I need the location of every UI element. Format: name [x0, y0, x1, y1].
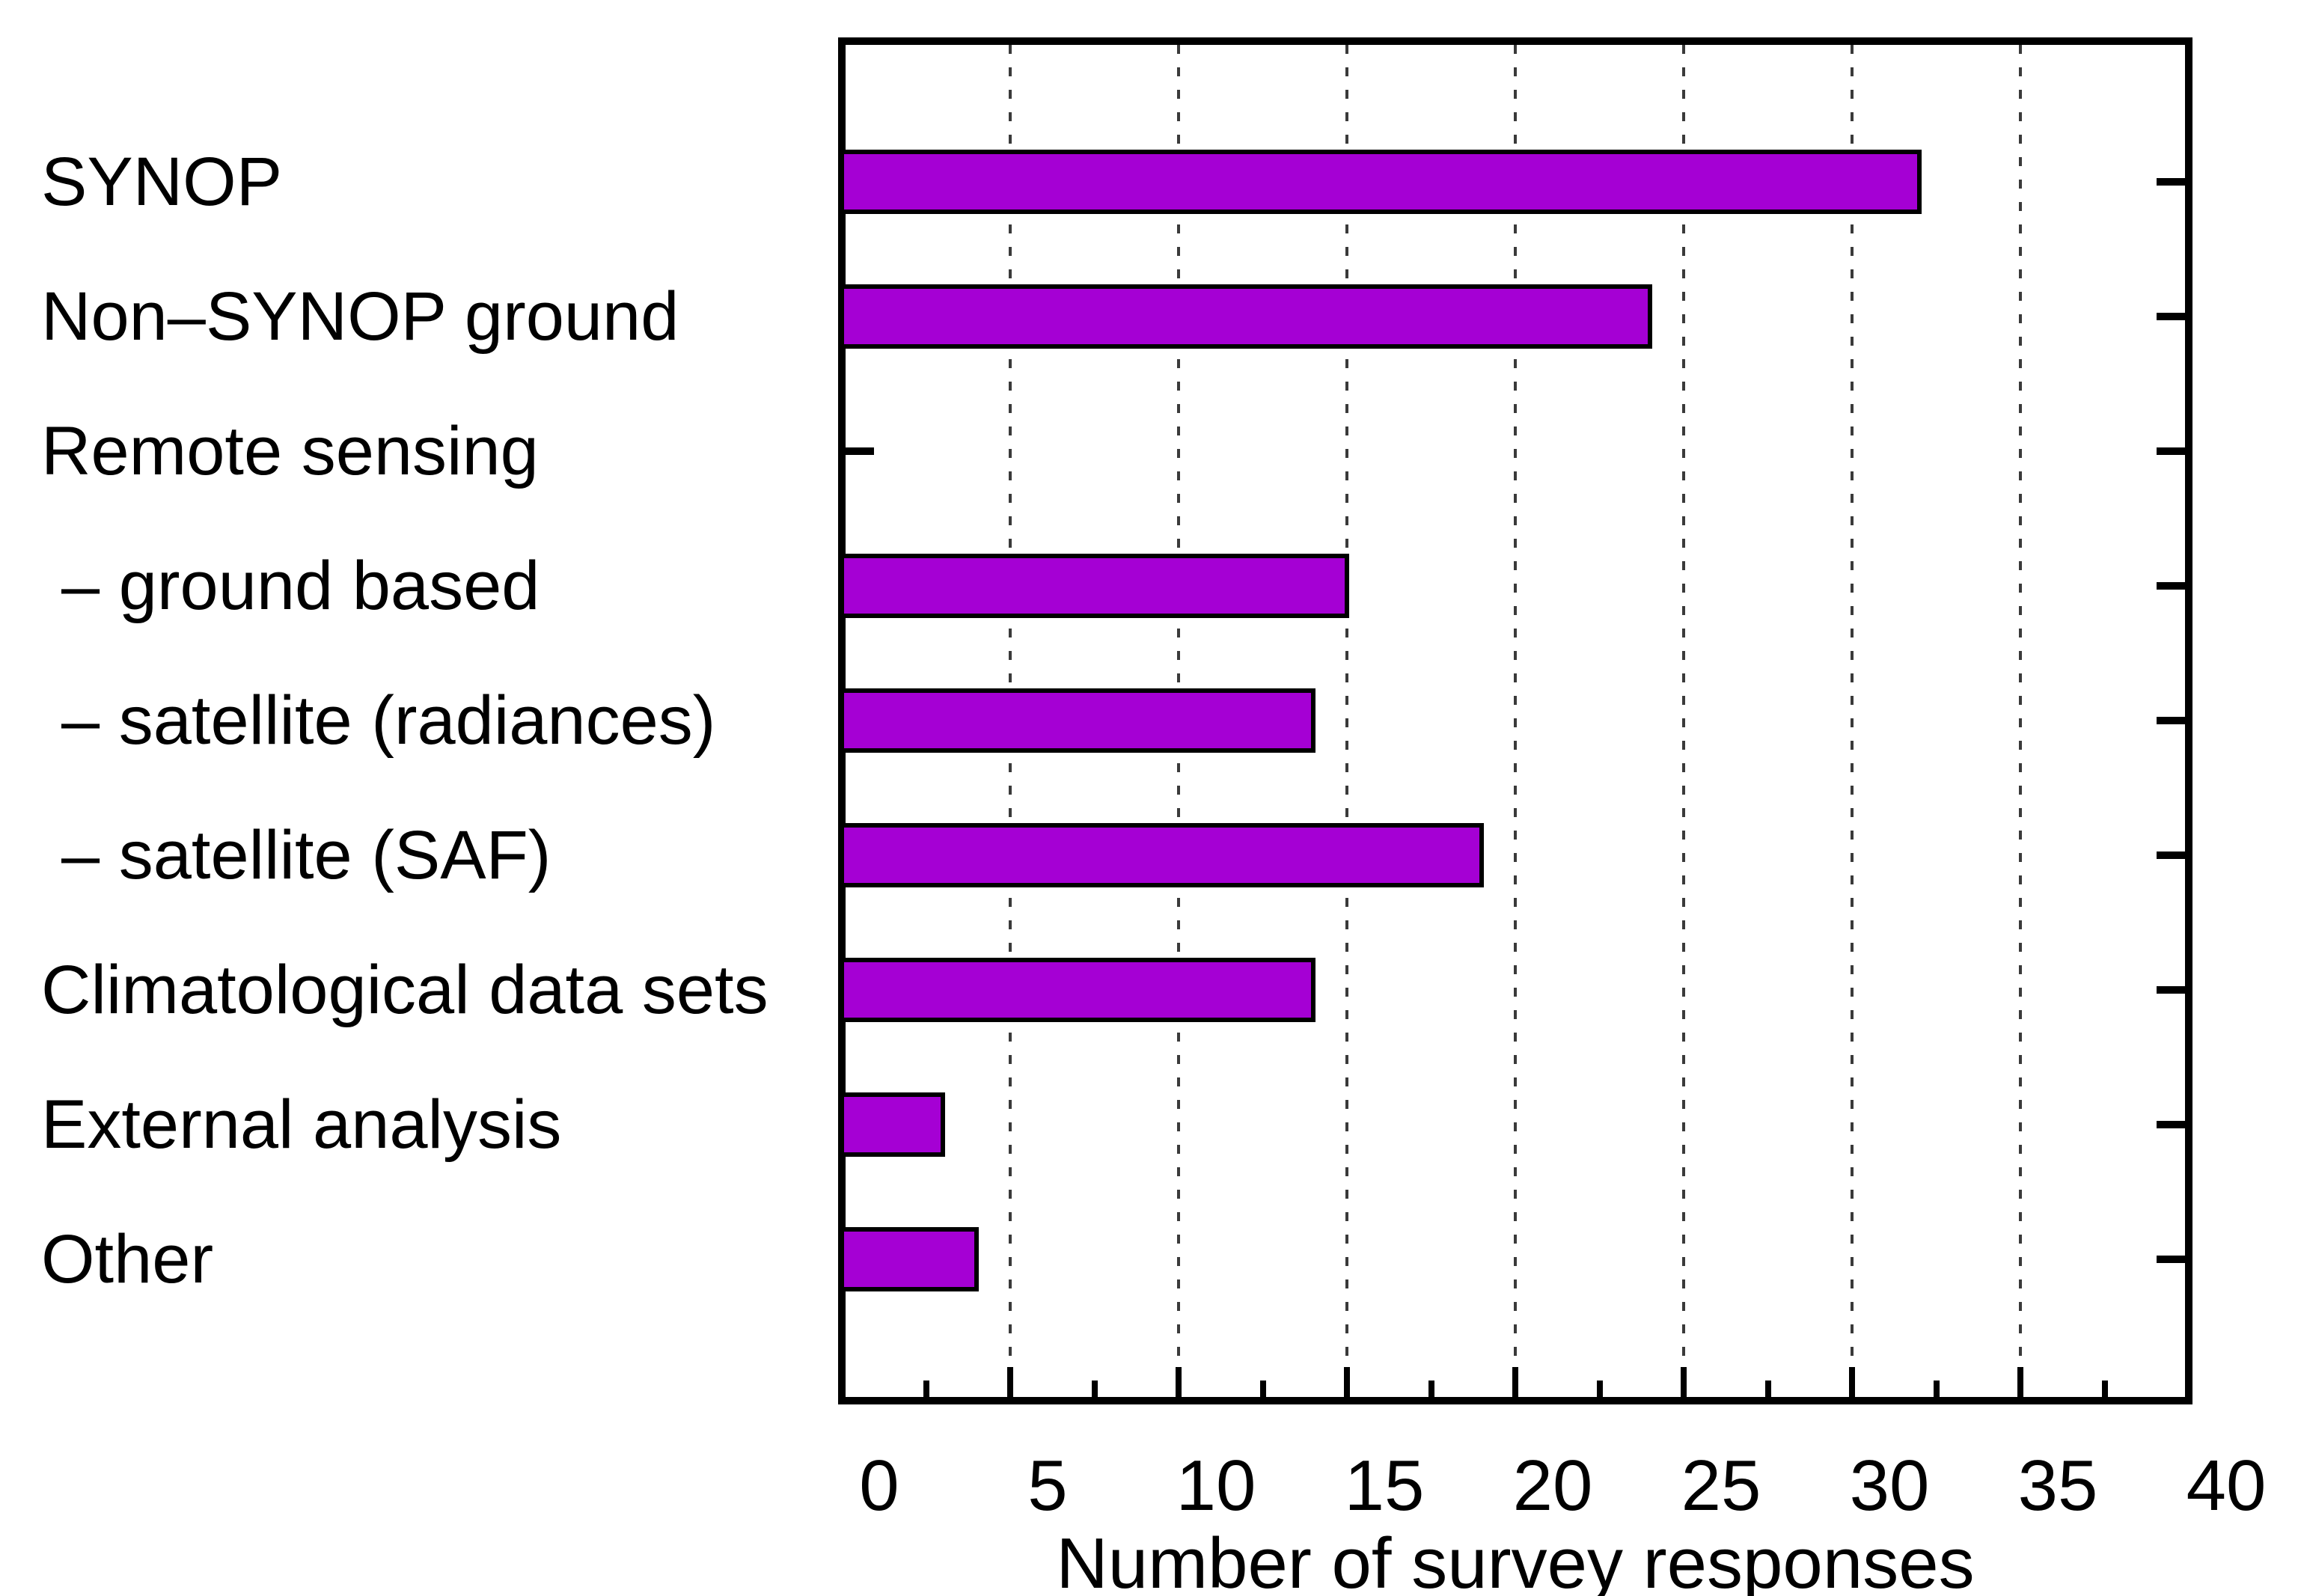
x-tick-label-0: 0	[859, 1446, 899, 1526]
gridline-x-35	[2019, 45, 2022, 1397]
gridline-x-20	[1514, 45, 1517, 1397]
category-label: Other	[41, 1221, 214, 1297]
x-axis-title: Number of survey responses	[1056, 1523, 1975, 1596]
x-minor-tick-7.5	[1091, 1381, 1098, 1397]
gridline-x-25	[1682, 45, 1685, 1397]
category-label: – satellite (radiances)	[61, 682, 716, 759]
x-major-tick-25	[1681, 1367, 1687, 1397]
x-major-tick-5	[1007, 1367, 1013, 1397]
x-tick-label-30: 30	[1849, 1446, 1930, 1526]
category-label: Remote sensing	[41, 413, 539, 489]
plot-area	[838, 37, 2192, 1404]
x-minor-tick-32.5	[1933, 1381, 1940, 1397]
row-tick-right	[2157, 178, 2185, 186]
x-minor-tick-2.5	[923, 1381, 929, 1397]
x-major-tick-20	[1512, 1367, 1518, 1397]
category-label: Climatological data sets	[41, 952, 768, 1028]
x-tick-label-10: 10	[1176, 1446, 1256, 1526]
x-tick-label-35: 35	[2017, 1446, 2098, 1526]
x-major-tick-15	[1344, 1367, 1350, 1397]
x-tick-label-5: 5	[1027, 1446, 1068, 1526]
row-tick-right	[2157, 986, 2185, 994]
x-minor-tick-12.5	[1259, 1381, 1266, 1397]
category-label: External analysis	[41, 1086, 562, 1163]
bar--ground-based	[840, 554, 1349, 618]
row-tick-right	[2157, 1256, 2185, 1263]
bar--satellite-radiances-	[840, 688, 1315, 753]
row-tick-right	[2157, 447, 2185, 455]
row-tick-right	[2157, 582, 2185, 590]
bar-non-synop-ground	[840, 284, 1652, 349]
bar-other	[840, 1227, 979, 1291]
x-tick-label-25: 25	[1681, 1446, 1761, 1526]
x-minor-tick-22.5	[1596, 1381, 1603, 1397]
bar-external-analysis	[840, 1092, 945, 1157]
row-tick-right	[2157, 851, 2185, 859]
category-label: Non–SYNOP ground	[41, 278, 679, 355]
row-tick-right	[2157, 717, 2185, 724]
row-tick-right	[2157, 313, 2185, 320]
x-major-tick-0	[839, 1367, 845, 1397]
x-major-tick-35	[2017, 1367, 2023, 1397]
x-minor-tick-27.5	[1764, 1381, 1771, 1397]
bar--satellite-saf-	[840, 823, 1484, 887]
x-tick-label-20: 20	[1512, 1446, 1593, 1526]
x-major-tick-10	[1176, 1367, 1182, 1397]
row-tick-left	[846, 447, 874, 455]
category-label: – satellite (SAF)	[61, 817, 551, 893]
x-tick-label-15: 15	[1344, 1446, 1425, 1526]
category-label: SYNOP	[41, 144, 283, 220]
x-tick-label-40: 40	[2186, 1446, 2267, 1526]
x-minor-tick-17.5	[1428, 1381, 1434, 1397]
bar-climatological-data-sets	[840, 958, 1315, 1022]
gridline-x-30	[1851, 45, 1854, 1397]
gridline-x-15	[1345, 45, 1348, 1397]
x-minor-tick-37.5	[2101, 1381, 2108, 1397]
category-label: – ground based	[61, 548, 540, 624]
row-tick-right	[2157, 1121, 2185, 1128]
x-major-tick-30	[1849, 1367, 1855, 1397]
bar-synop	[840, 150, 1922, 214]
x-major-tick-40	[2186, 1367, 2192, 1397]
